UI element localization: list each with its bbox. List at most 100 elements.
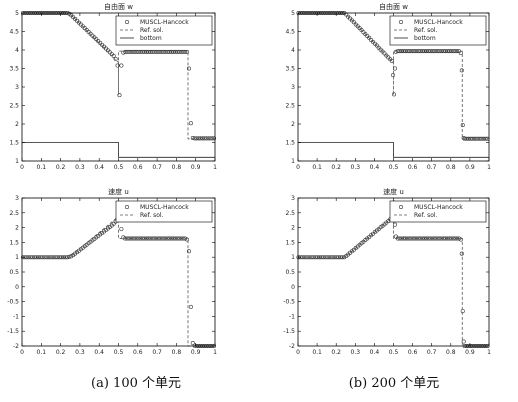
legend-marker [399, 19, 404, 24]
data-point [140, 49, 145, 54]
chart-free-surface-100-cells: 自由面 w 0 0.1 0.2 0.3 0.4 0.5 0.6 0.7 0.8 0.9 1 1 1.5 2 2… [9, 2, 217, 171]
y-tick-label: 3 [291, 84, 295, 91]
x-tick-label: 0.2 [56, 349, 66, 356]
data-point [414, 236, 419, 241]
x-tick-label: 1 [213, 349, 217, 356]
legend-label: Ref. sol. [140, 212, 164, 219]
x-tick-label: 0.1 [37, 349, 47, 356]
data-point [148, 49, 153, 54]
x-tick-label: 0 [20, 349, 24, 356]
data-point [134, 49, 139, 54]
data-point [206, 136, 211, 141]
x-tick-label: 0.3 [351, 164, 361, 171]
chart-title: 自由面 w [104, 2, 133, 11]
y-tick-label: 2 [291, 225, 295, 232]
data-point [188, 121, 193, 126]
caption-b: (b) 200 个单元 [294, 372, 494, 391]
data-point [185, 237, 190, 242]
y-tick-label: 2 [15, 225, 19, 232]
data-point [390, 59, 395, 64]
data-point [317, 255, 322, 260]
data-point [167, 49, 172, 54]
x-tick-label: 1 [213, 164, 217, 171]
legend-label: bottom [414, 35, 436, 42]
data-point [391, 73, 396, 78]
data-point [186, 66, 191, 71]
y-tick-label: 3.5 [285, 66, 295, 73]
data-point [129, 236, 134, 241]
data-point [123, 49, 128, 54]
x-tick-label: 1 [487, 164, 491, 171]
y-tick-label: -0.5 [7, 299, 19, 306]
x-tick-label: 0.2 [331, 164, 341, 171]
legend-label: Ref. sol. [414, 212, 438, 219]
y-tick-label: 2.5 [9, 210, 19, 217]
caption-b-tag: (b) [348, 376, 368, 391]
data-point [158, 49, 163, 54]
chart-velocity-200-cells: 速度 u 0 0.1 0.2 0.3 0.4 0.5 0.6 0.7 0.8 0.9 1 -2 -1.5 -… [283, 187, 491, 356]
y-tick-label: 0.5 [9, 269, 19, 276]
x-tick-label: 0.9 [465, 349, 475, 356]
bottom-line [22, 142, 215, 158]
y-tick-label: 2.5 [285, 210, 295, 217]
legend-label: Ref. sol. [414, 27, 438, 34]
legend-label: MUSCL-Hancock [140, 19, 189, 26]
x-tick-label: 1 [487, 349, 491, 356]
y-tick-label: -1 [13, 313, 19, 320]
chart-title: 速度 u [108, 187, 129, 196]
caption-b-text: 200 个单元 [371, 376, 440, 391]
data-point [142, 49, 147, 54]
y-tick-label: 3 [15, 84, 19, 91]
data-point [393, 234, 398, 239]
x-tick-label: 0.6 [133, 349, 143, 356]
data-point [185, 49, 190, 54]
x-tick-label: 0 [20, 164, 24, 171]
data-point [171, 49, 176, 54]
y-tick-label: 1.5 [9, 140, 19, 147]
reference-solution-line [298, 12, 489, 140]
x-tick-label: 0.3 [75, 164, 85, 171]
data-point [460, 309, 465, 314]
x-tick-label: 0.5 [114, 349, 124, 356]
data-point [188, 304, 193, 309]
y-tick-label: 5 [291, 10, 295, 17]
data-point [152, 49, 157, 54]
legend-box [389, 200, 487, 223]
x-tick-label: 0.3 [75, 349, 85, 356]
y-tick-label: 0 [291, 284, 295, 291]
data-point [459, 68, 464, 73]
y-tick-label: 4.5 [9, 29, 19, 36]
x-tick-label: 0.7 [152, 349, 162, 356]
data-point [129, 49, 134, 54]
data-point [146, 49, 151, 54]
y-tick-label: 1 [291, 158, 295, 165]
y-tick-label: 4.5 [285, 29, 295, 36]
x-tick-label: 0.3 [351, 349, 361, 356]
y-tick-label: 2.5 [285, 103, 295, 110]
data-point [424, 49, 429, 54]
y-tick-label: -1.5 [283, 328, 295, 335]
data-point [159, 49, 164, 54]
chart-velocity-100-cells: 速度 u 0 0.1 0.2 0.3 0.4 0.5 0.6 0.7 0.8 0.9 1 -2 -1.5 -… [7, 187, 217, 356]
data-point [391, 92, 396, 97]
caption-a: (a) 100 个单元 [36, 372, 236, 391]
data-point [439, 49, 444, 54]
data-point [481, 136, 486, 141]
chart-title: 速度 u [383, 187, 404, 196]
y-tick-label: -1.5 [7, 328, 19, 335]
x-tick-label: 0.8 [446, 349, 456, 356]
x-tick-label: 0.9 [191, 164, 201, 171]
data-point [186, 249, 191, 254]
data-point [393, 49, 398, 54]
y-tick-label: 2 [15, 121, 19, 128]
data-point [138, 49, 143, 54]
y-tick-label: -2 [13, 343, 19, 350]
y-tick-label: 0 [15, 284, 19, 291]
data-point [459, 251, 464, 256]
y-tick-label: 5 [15, 10, 19, 17]
x-tick-label: 0 [296, 349, 300, 356]
y-tick-label: 1 [15, 158, 19, 165]
data-point [455, 236, 460, 241]
reference-solution-line [22, 203, 215, 347]
data-point [132, 49, 137, 54]
